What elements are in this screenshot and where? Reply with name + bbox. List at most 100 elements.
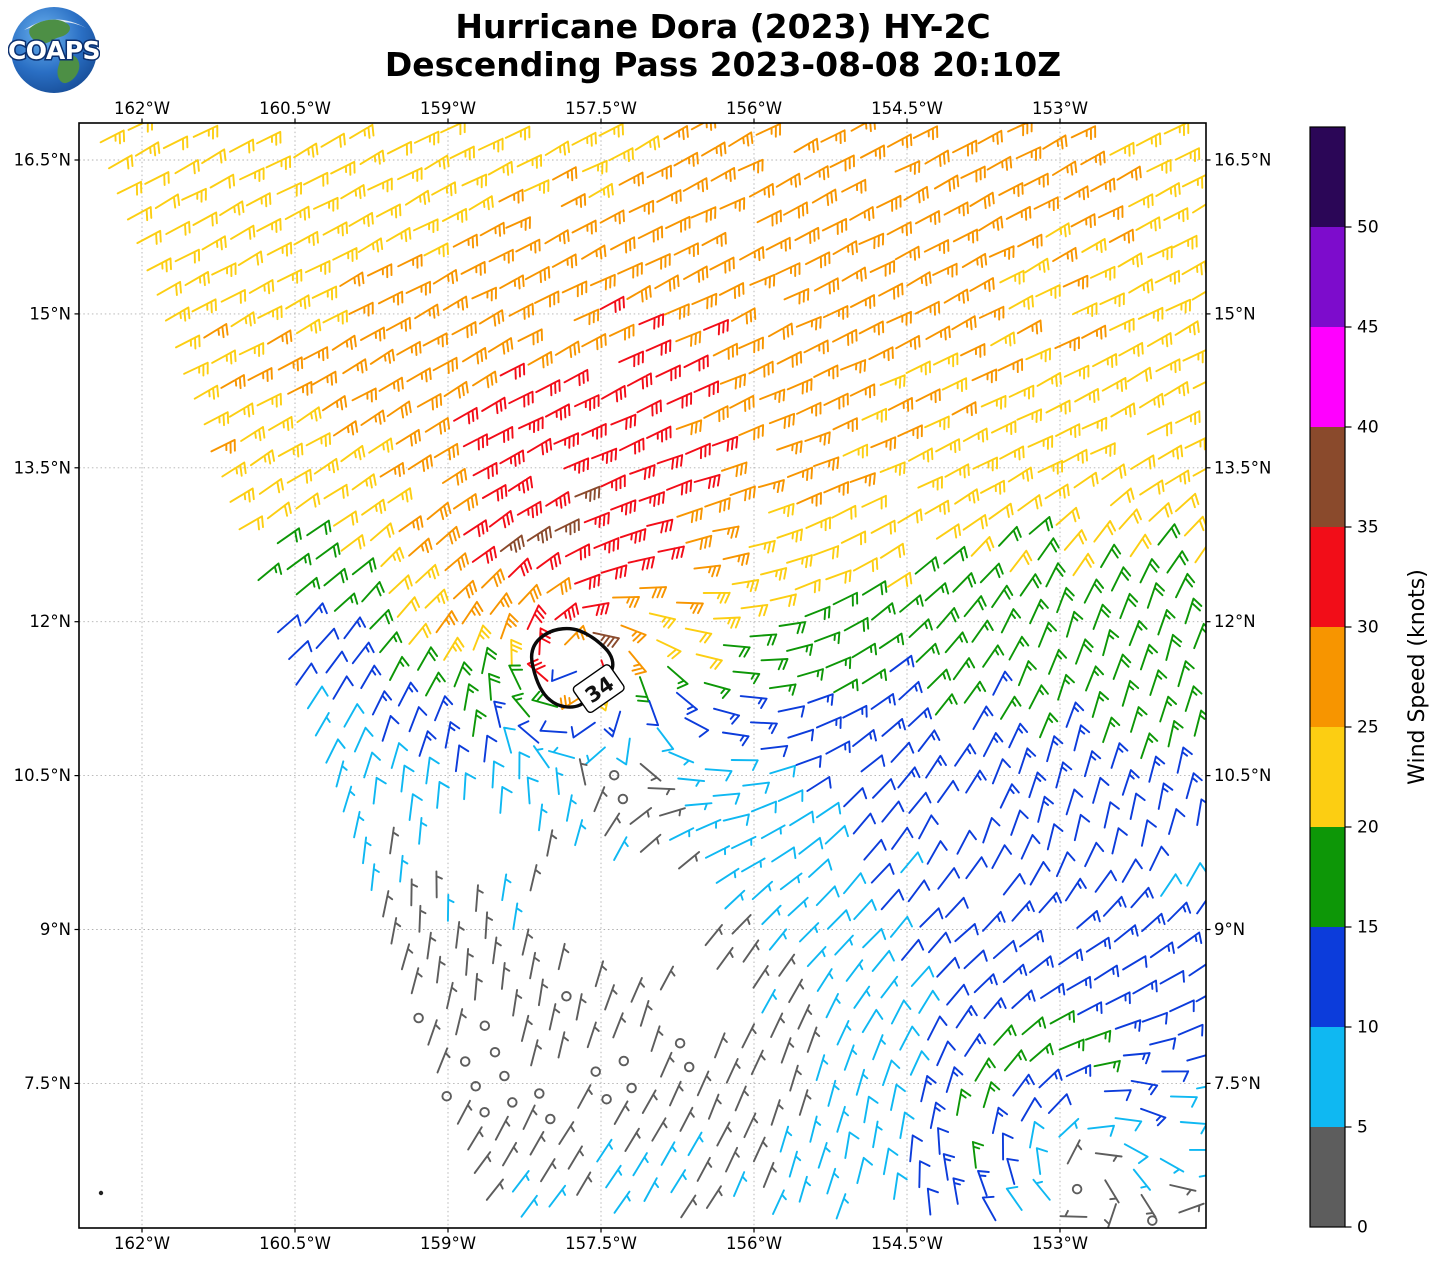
- wind-barb: [738, 336, 764, 354]
- wind-barb: [741, 1023, 757, 1049]
- wind-barb: [1135, 216, 1161, 232]
- wind-barb: [500, 612, 519, 640]
- wind-barb: [366, 263, 393, 279]
- wind-barb: [1118, 341, 1144, 357]
- y-tick-label-right: 10.5°N: [1214, 766, 1271, 785]
- wind-barb: [540, 1158, 557, 1183]
- wind-barb: [377, 290, 404, 306]
- wind-barb: [370, 863, 380, 892]
- wind-barb: [1184, 597, 1203, 625]
- wind-barb: [926, 840, 948, 865]
- wind-barb: [471, 286, 497, 302]
- wind-barb: [937, 779, 960, 804]
- y-tick-label-left: 7.5°N: [24, 1074, 71, 1093]
- wind-barb: [1025, 347, 1052, 363]
- wind-barb: [632, 1152, 649, 1177]
- wind-barb: [1130, 454, 1156, 470]
- wind-barb: [778, 621, 807, 635]
- wind-barb: [311, 285, 338, 301]
- wind-barb: [806, 1026, 821, 1053]
- wind-barb: [979, 562, 1004, 584]
- wind-barb: [704, 497, 731, 513]
- wind-barb: [684, 627, 713, 644]
- wind-barb: [909, 1134, 923, 1163]
- wind-barb: [581, 423, 607, 440]
- wind-barb: [1037, 537, 1060, 561]
- wind-barb: [943, 545, 968, 565]
- wind-barb: [880, 888, 905, 911]
- wind-barb: [1058, 1117, 1080, 1138]
- wind-barb: [1008, 384, 1035, 400]
- wind-barb: [861, 668, 888, 685]
- wind-barb: [1085, 665, 1105, 692]
- colorbar-segment: [1310, 1127, 1345, 1227]
- wind-barb: [511, 692, 531, 718]
- wind-barb: [756, 209, 782, 227]
- wind-barb: [858, 232, 885, 250]
- wind-barb: [472, 709, 487, 737]
- wind-barb: [960, 343, 986, 358]
- wind-barb: [712, 525, 740, 539]
- wind-barb: [1089, 265, 1116, 281]
- wind-barb: [306, 685, 329, 710]
- contour-label: 34: [572, 664, 625, 714]
- wind-barb: [1182, 349, 1206, 364]
- wind-barb: [613, 1100, 630, 1125]
- wind-barb: [629, 464, 656, 480]
- wind-barb: [333, 510, 359, 527]
- wind-barb: [426, 931, 437, 960]
- wind-barb: [508, 664, 524, 690]
- wind-barb: [599, 209, 625, 225]
- wind-barb: [798, 836, 824, 855]
- wind-barb: [731, 835, 757, 850]
- wind-barb: [893, 1172, 908, 1200]
- wind-barb: [323, 483, 349, 500]
- wind-barb: [1007, 123, 1033, 137]
- wind-barb: [770, 1012, 785, 1038]
- wind-barb: [889, 915, 913, 938]
- wind-barb: [750, 800, 777, 814]
- axes-layer: 162°W 162°W 160.5°W 160.5°W 159°W 159°W 157.5°…: [14, 99, 1272, 1253]
- wind-barb: [536, 551, 562, 571]
- wind-barb: [423, 242, 449, 258]
- wind-barb: [991, 758, 1011, 785]
- wind-barb: [363, 751, 381, 779]
- wind-barb: [907, 707, 933, 727]
- title-line2: Descending Pass 2023-08-08 20:10Z: [384, 45, 1062, 84]
- wind-barb: [416, 393, 443, 411]
- wind-barb: [293, 230, 319, 246]
- wind-barb: [136, 229, 162, 245]
- wind-barb: [1110, 566, 1132, 592]
- wind-barb: [332, 247, 358, 262]
- wind-barb: [638, 491, 665, 507]
- wind-barb: [992, 670, 1013, 696]
- wind-barb: [923, 239, 950, 254]
- wind-barb: [750, 1049, 766, 1076]
- wind-barb: [811, 188, 838, 207]
- wind-barb: [1035, 284, 1061, 299]
- wind-barb: [1066, 975, 1092, 991]
- wind-barb: [618, 350, 644, 368]
- wind-barb: [164, 306, 191, 322]
- wind-barb: [1169, 1184, 1197, 1196]
- wind-barb: [832, 417, 858, 432]
- wind-barb: [941, 377, 968, 393]
- wind-barb: [295, 662, 318, 686]
- wind-barb: [276, 614, 302, 634]
- wind-barb: [804, 605, 831, 621]
- wind-barb: [771, 846, 797, 863]
- wind-barb: [238, 342, 265, 357]
- wind-barb: [704, 924, 723, 947]
- wind-barb: [626, 372, 653, 390]
- wind-barb: [414, 303, 440, 320]
- wind-barb: [1163, 381, 1190, 397]
- wind-barb: [618, 171, 645, 187]
- wind-barb: [249, 449, 276, 467]
- wind-barb: [588, 182, 614, 199]
- wind-barb: [1044, 483, 1070, 500]
- wind-barb: [825, 993, 841, 1019]
- wind-barb: [676, 507, 703, 524]
- wind-barb: [823, 392, 849, 410]
- wind-barb: [313, 457, 339, 475]
- wind-barb: [443, 636, 465, 661]
